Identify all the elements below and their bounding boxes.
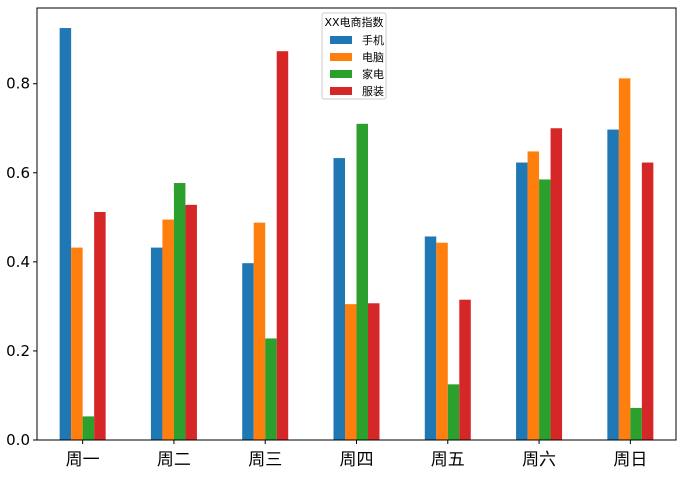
y-tick-label-0: 0.0 — [6, 431, 30, 449]
bar-3-2 — [356, 123, 368, 440]
x-tick-label-5: 周六 — [522, 450, 556, 470]
bar-6-1 — [618, 78, 631, 441]
legend-label-3: 服装 — [362, 85, 384, 98]
bar-0-0 — [59, 28, 72, 440]
bar-1-3 — [185, 204, 197, 440]
legend-swatch-0 — [330, 36, 352, 44]
bar-3-3 — [368, 303, 380, 440]
bar-4-1 — [436, 242, 448, 440]
bar-5-2 — [539, 179, 551, 440]
y-axis: 0.0 0.2 0.4 0.6 0.8 — [6, 75, 37, 449]
bar-2-2 — [265, 338, 277, 440]
x-tick-label-3: 周四 — [340, 450, 374, 470]
x-tick-label-1: 周二 — [157, 450, 191, 470]
bar-2-1 — [253, 222, 266, 440]
legend-swatch-2 — [330, 70, 352, 78]
legend-label-0: 手机 — [362, 33, 384, 47]
bar-4-3 — [459, 299, 471, 440]
bar-2-0 — [242, 263, 254, 440]
bar-6-3 — [641, 162, 654, 441]
bar-6-0 — [607, 129, 619, 440]
bar-2-3 — [276, 51, 289, 440]
x-tick-label-4: 周五 — [431, 450, 465, 470]
bar-5-0 — [516, 162, 528, 441]
y-tick-label-3: 0.6 — [6, 164, 30, 182]
bar-4-2 — [447, 384, 460, 440]
bar-3-1 — [345, 304, 357, 440]
bar-4-0 — [424, 236, 437, 440]
legend-label-1: 电脑 — [362, 51, 384, 64]
legend-swatch-1 — [330, 53, 352, 61]
bar-1-0 — [150, 247, 163, 440]
legend-swatch-3 — [330, 87, 352, 95]
legend-title: XX电商指数 — [324, 15, 383, 29]
bar-0-1 — [71, 247, 83, 440]
bars-layer — [59, 28, 654, 441]
bar-1-2 — [173, 183, 186, 440]
y-tick-label-2: 0.4 — [6, 253, 30, 271]
bar-5-1 — [527, 151, 540, 440]
x-tick-label-0: 周一 — [66, 450, 100, 470]
bar-0-2 — [82, 416, 95, 440]
x-tick-label-2: 周三 — [248, 450, 282, 470]
x-axis: 周一 周二 周三 周四 周五 周六 周日 — [66, 440, 647, 470]
bar-5-3 — [550, 128, 563, 440]
bar-0-3 — [94, 211, 106, 440]
bar-1-1 — [162, 219, 174, 440]
y-tick-label-1: 0.2 — [6, 342, 30, 360]
bar-3-0 — [333, 158, 345, 440]
x-tick-label-6: 周日 — [613, 450, 647, 470]
bar-6-2 — [630, 407, 642, 440]
y-tick-label-4: 0.8 — [6, 75, 30, 93]
legend-label-2: 家电 — [362, 67, 384, 81]
